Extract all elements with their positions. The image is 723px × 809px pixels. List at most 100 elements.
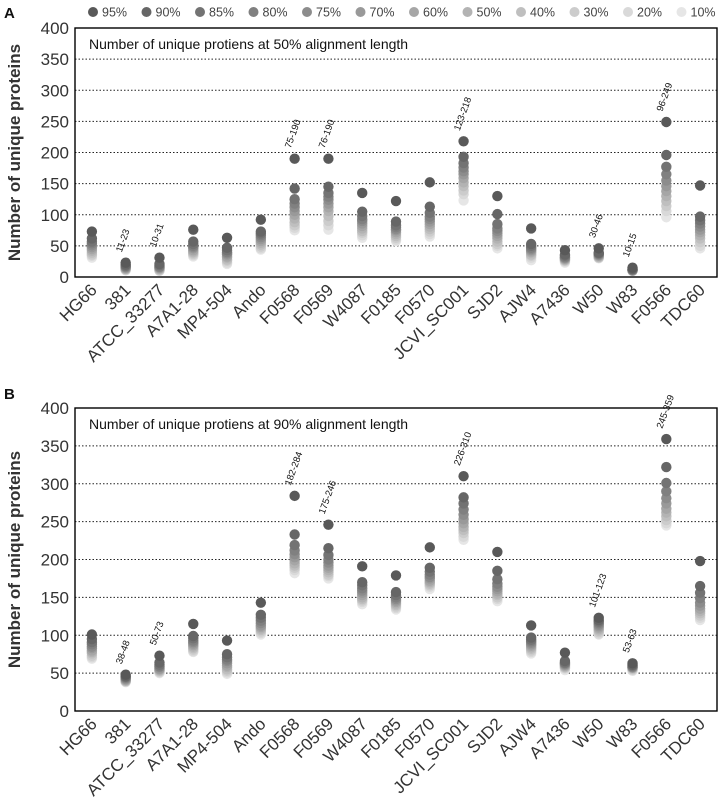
panel-a-point-95-f0185 xyxy=(390,195,402,207)
panel-a-point-95-mp4-504 xyxy=(221,232,233,243)
legend-label-30: 30% xyxy=(584,6,609,20)
panel-b-point-85-f0568 xyxy=(289,539,300,551)
panel-b-point-90-mp4-504 xyxy=(221,648,233,660)
legend-label-85: 85% xyxy=(209,6,234,20)
panel-a-annotation-w50: 30-46 xyxy=(587,213,606,240)
panel-a-point-95-ando xyxy=(255,214,267,225)
legend-marker-20 xyxy=(623,7,633,17)
panel-b-plot-frame xyxy=(74,407,718,712)
panel-a-x-tick-w50: W50 xyxy=(569,280,607,318)
legend-marker-95 xyxy=(88,7,98,17)
panel-b-point-95-f0570 xyxy=(424,542,435,553)
panel-a-point-90-mp4-504 xyxy=(221,242,233,253)
panel-a-point-95-tdc60 xyxy=(694,180,706,191)
legend-item-40: 40% xyxy=(516,6,555,20)
panel-b-points xyxy=(86,433,706,688)
panel-b-y-tick-100: 100 xyxy=(41,626,69,645)
panel-a-point-90-f0568 xyxy=(289,183,300,194)
legend-item-85: 85% xyxy=(195,6,234,20)
panel-b-annotation-f0569: 175-246 xyxy=(317,479,339,516)
panel-a-point-95-f0566 xyxy=(661,116,672,128)
panel-a-points xyxy=(86,116,706,276)
panel-b-point-90-ajw4 xyxy=(525,632,537,643)
legend-item-95: 95% xyxy=(88,6,127,20)
panel-b-annotation-f0568: 182-284 xyxy=(283,450,305,487)
panel-a-point-90-f0570 xyxy=(424,201,435,212)
panel-b-y-tick-200: 200 xyxy=(41,551,69,570)
legend-marker-75 xyxy=(302,7,312,17)
panel-a-y-tick-400: 400 xyxy=(41,19,69,38)
panel-a-annotation-f0566: 96-249 xyxy=(655,81,675,113)
panel-b-y-tick-0: 0 xyxy=(60,702,69,721)
panel-b-point-95-w4087 xyxy=(357,561,368,572)
panel-b-annotation-381: 38-48 xyxy=(114,639,133,666)
panel-a-annotation-381: 11-23 xyxy=(114,228,132,254)
panel-b-point-90-jcvi-sc001 xyxy=(458,492,469,503)
panel-a-point-90-tdc60 xyxy=(694,211,706,222)
panel-b-point-95-ando xyxy=(255,597,267,608)
legend-label-95: 95% xyxy=(102,6,127,20)
legend-label-90: 90% xyxy=(156,6,181,20)
panel-a-point-90-w4087 xyxy=(357,206,368,217)
legend-item-75: 75% xyxy=(302,6,341,20)
panel-a-y-tick-50: 50 xyxy=(50,237,69,256)
panel-a-annotation-w83: 10-15 xyxy=(621,232,640,259)
panel-a-y-tick-300: 300 xyxy=(41,81,69,100)
panel-b-series-95 xyxy=(86,433,706,680)
panel-a-letter: A xyxy=(4,5,15,22)
panel-b-chart-title: Number of unique protiens at 90% alignme… xyxy=(89,416,408,432)
panel-a-point-95-hg66 xyxy=(86,226,98,237)
panel-a-point-95-sjd2 xyxy=(492,190,503,202)
legend-label-40: 40% xyxy=(530,6,555,20)
panel-b-point-90-f0185 xyxy=(390,586,402,598)
legend-label-10: 10% xyxy=(691,6,716,20)
panel-a-point-90-a7a1-28 xyxy=(188,236,199,247)
panel-a-point-90-f0185 xyxy=(390,216,402,227)
panel-b-y-tick-50: 50 xyxy=(50,664,69,683)
panel-a-y-tick-250: 250 xyxy=(41,112,69,131)
legend-item-80: 80% xyxy=(248,6,288,20)
panel-a: A 0 50 100 150 200 250 300 350 400 Number of uniqu… xyxy=(4,5,718,366)
legend-marker-80 xyxy=(248,7,259,17)
legend-item-30: 30% xyxy=(569,6,609,20)
panel-a-y-axis-label: Number of unique proteins xyxy=(5,44,24,261)
panel-a-point-95-w83 xyxy=(627,262,638,273)
legend-item-90: 90% xyxy=(141,6,181,20)
panel-a-point-90-ando xyxy=(255,226,267,237)
panel-a-point-80-f0566 xyxy=(661,169,672,180)
panel-a-point-95-f0568 xyxy=(289,153,300,164)
panel-a-x-ticks: HG66 381ATCC_33277A7A1-28MP4-504AndoF0568… xyxy=(56,280,709,365)
panel-b-series-80 xyxy=(86,486,706,683)
panel-a-series-95 xyxy=(86,116,706,273)
panel-a-point-95-a7436 xyxy=(559,245,571,256)
panel-b-y-axis-label: Number of unique proteins xyxy=(5,451,24,668)
panel-b-point-95-tdc60 xyxy=(694,555,706,567)
panel-b-y-tick-250: 250 xyxy=(41,513,69,532)
panel-b-point-95-381 xyxy=(120,669,131,680)
panel-b-point-90-tdc60 xyxy=(694,580,706,592)
panel-b-annotation-w83: 53-63 xyxy=(621,628,640,655)
panel-b-point-95-w50 xyxy=(593,612,604,624)
legend-marker-90 xyxy=(141,7,152,17)
panel-a-point-95-a7a1-28 xyxy=(188,224,199,235)
panel-b-point-90-a7a1-28 xyxy=(188,630,199,642)
panel-b-y-tick-300: 300 xyxy=(41,475,69,494)
panel-a-plot-frame xyxy=(74,27,718,278)
legend-marker-10 xyxy=(676,7,687,17)
panel-a-point-90-f0566 xyxy=(661,149,672,161)
panel-b-y-ticks: 0 50 100 150 200 250 300 350 400 xyxy=(41,399,69,721)
panel-b-point-95-ajw4 xyxy=(525,620,537,631)
legend: 95% 90% 85% 80% 75% 70% 60% 50% 40% 30% 20% 10% xyxy=(88,6,716,20)
legend-item-70: 70% xyxy=(355,6,395,20)
panel-b-x-ticks: HG66 381ATCC_33277A7A1-28MP4-504AndoF0568… xyxy=(56,714,709,799)
panel-b-annotation-jcvi-sc001: 226-310 xyxy=(452,431,474,468)
legend-marker-85 xyxy=(195,7,205,17)
legend-item-10: 10% xyxy=(676,6,716,20)
legend-marker-60 xyxy=(409,7,419,17)
panel-a-point-85-f0568 xyxy=(289,193,300,205)
panel-a-point-85-f0566 xyxy=(661,161,672,173)
panel-b-point-90-f0570 xyxy=(424,562,435,574)
panel-b-gridlines xyxy=(75,445,717,674)
panel-a-point-95-w4087 xyxy=(357,187,368,199)
panel-a-point-95-atcc-33277 xyxy=(154,252,165,263)
